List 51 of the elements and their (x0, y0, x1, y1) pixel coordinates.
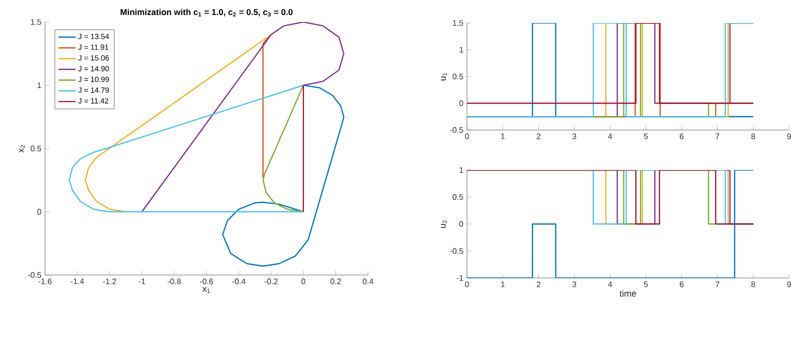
x-tick-label: -1 (138, 278, 146, 284)
y-tick-label: -0.5 (450, 127, 464, 133)
x-tick-label: 8 (751, 282, 756, 288)
y-tick-label: 1.5 (452, 20, 464, 26)
x-tick-label: 7 (716, 282, 720, 288)
y-tick-label: 0 (459, 100, 464, 106)
x-tick-label: 5 (644, 282, 648, 288)
x-tick-label: 7 (716, 134, 720, 140)
y-tick-label: 1 (38, 82, 42, 88)
chart-title: Minimization with c$_{1}$ = 1.0, c$_{2}$ = 0.5, c$_{3}$ = 0.0 (120, 8, 293, 16)
x-tick-label: 0.2 (330, 278, 341, 284)
x-tick-label: 0 (465, 134, 469, 140)
x-tick-label: 6 (680, 134, 684, 140)
x-tick-label: -0.4 (232, 278, 246, 284)
y-tick-label: 0.5 (452, 194, 464, 200)
x-tick-label: 6 (680, 282, 684, 288)
y-tick-label: 0.5 (452, 74, 464, 80)
x-tick-label: 0 (301, 278, 306, 284)
x-tick-label: 0 (465, 282, 469, 288)
x-tick-label: 0.4 (362, 278, 374, 284)
x-tick-label: 8 (751, 134, 756, 140)
x-tick-label: -0.6 (200, 278, 214, 284)
x-tick-label: 9 (787, 134, 791, 140)
x-tick-label: -0.2 (264, 278, 278, 284)
x-tick-label: -1.6 (38, 278, 52, 284)
y-tick-label: 0 (37, 208, 42, 215)
x-tick-label: 9 (787, 282, 791, 288)
y-tick-label: -0.5 (28, 272, 42, 278)
y-tick-label: 0 (459, 221, 464, 227)
y-tick-label: 1 (460, 47, 464, 53)
x-axis-title: time (620, 290, 636, 297)
x-tick-label: -1.4 (70, 278, 84, 284)
y-axis-title: u$_{1}$ (441, 72, 447, 80)
y-axis-title: x$_{2}$ (18, 145, 25, 153)
x-tick-label: 5 (644, 134, 648, 140)
x-tick-label: 4 (608, 134, 612, 140)
x-tick-label: 3 (572, 282, 576, 288)
x-tick-label: 3 (572, 134, 576, 140)
x-tick-label: 1 (501, 134, 505, 140)
y-tick-label: 1.5 (30, 19, 42, 25)
x-tick-label: 1 (501, 282, 505, 288)
y-tick-label: 0.5 (30, 146, 42, 152)
x-tick-label: -0.8 (168, 278, 181, 284)
y-tick-label: 1 (460, 167, 464, 173)
x-tick-label: -1.2 (103, 278, 116, 284)
x-tick-label: 2 (536, 134, 540, 140)
y-axis-title: u$_{2}$ (440, 220, 447, 228)
y-tick-label: -0.5 (450, 248, 464, 254)
x-tick-label: 4 (608, 282, 612, 288)
x-axis-title: x$_{1}$ (202, 287, 210, 293)
x-tick-label: 2 (536, 282, 540, 288)
